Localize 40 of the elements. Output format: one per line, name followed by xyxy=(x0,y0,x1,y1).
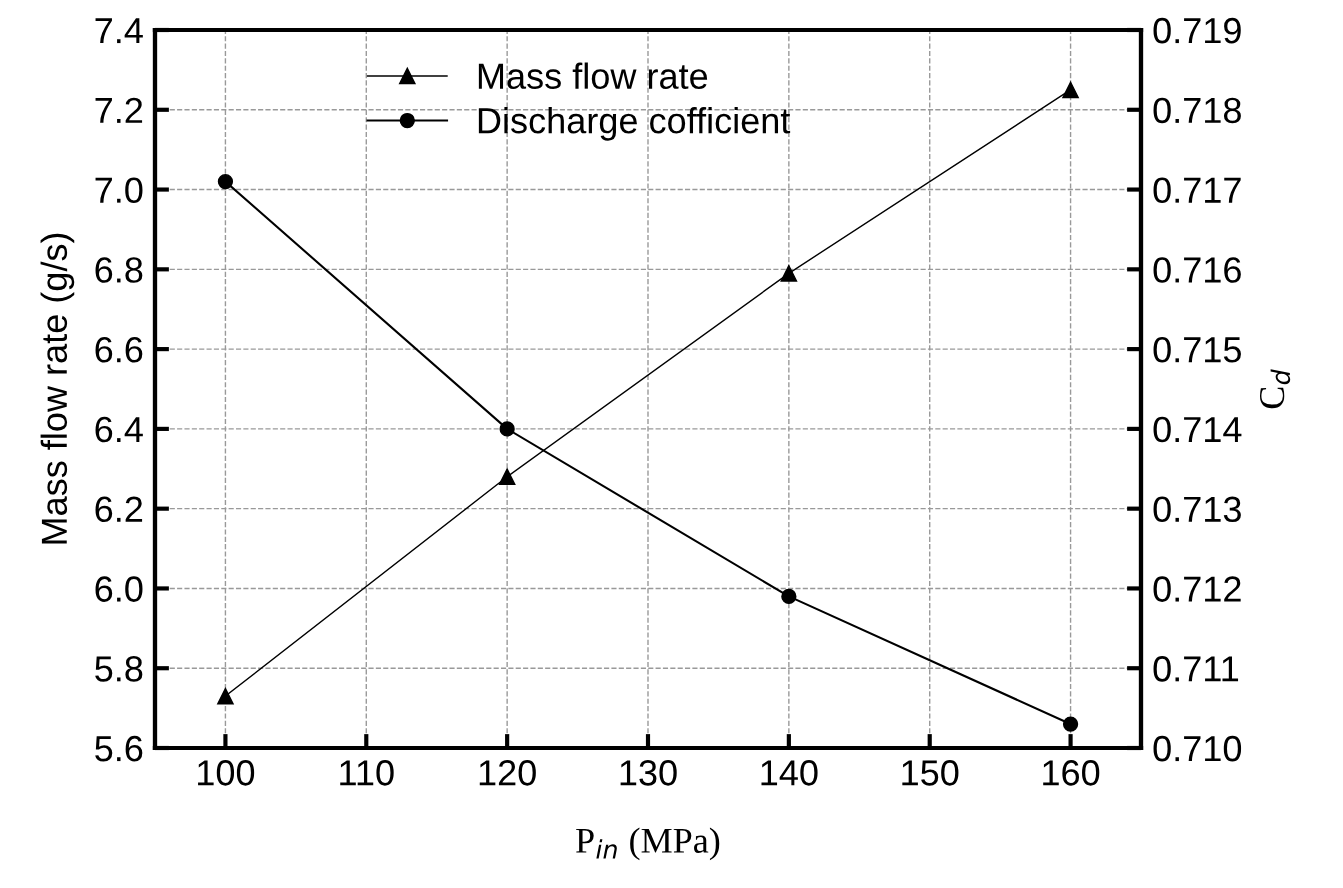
y2-tick-label: 0.714 xyxy=(1153,416,1242,443)
x-axis-title: P$_{in}$ (MPa) xyxy=(576,827,720,861)
x-tick-label: 150 xyxy=(902,760,959,786)
x-tick-label: 140 xyxy=(761,760,818,786)
point xyxy=(780,264,798,282)
y2-tick-label: 0.717 xyxy=(1153,177,1241,203)
y2-tick-label: 0.718 xyxy=(1153,97,1241,124)
y2-tick-label: 0.710 xyxy=(1153,735,1242,762)
y-tick-label: 6.0 xyxy=(95,576,143,602)
y-tick-label: 6.8 xyxy=(95,257,143,283)
x-tick-label: 110 xyxy=(340,760,394,786)
point xyxy=(1062,716,1079,732)
x-tick-label: 120 xyxy=(479,760,536,786)
y2-tick-label: 0.712 xyxy=(1153,576,1241,602)
x-tick-label: 130 xyxy=(620,760,677,786)
y-tick-label: 7.4 xyxy=(95,18,143,44)
y2-axis-title: C$_{d}$ xyxy=(1260,369,1291,409)
y-axis-title: Mass flow rate (g/s) xyxy=(40,233,75,544)
y2-tick-label: 0.715 xyxy=(1153,336,1241,363)
point xyxy=(1062,81,1079,99)
y-tick-label: 5.8 xyxy=(95,656,143,682)
point xyxy=(217,173,234,190)
y2-tick-label: 0.719 xyxy=(1153,17,1241,44)
y-tick-label: 6.4 xyxy=(95,416,143,443)
y2-tick-label: 0.713 xyxy=(1153,496,1241,523)
point xyxy=(217,687,234,705)
point xyxy=(498,468,516,486)
legend-label: Mass flow rate xyxy=(478,62,708,90)
point xyxy=(781,588,797,605)
point xyxy=(499,421,515,437)
y-tick-label: 5.6 xyxy=(95,735,143,762)
y-tick-label: 7.2 xyxy=(95,97,143,123)
x-tick-label: 160 xyxy=(1043,760,1100,786)
y-tick-label: 6.2 xyxy=(95,496,143,523)
legend-label: Discharge cofficient xyxy=(478,107,791,141)
y-tick-label: 6.6 xyxy=(95,336,143,363)
x-tick-label: 100 xyxy=(198,760,255,786)
y-tick-label: 7.0 xyxy=(95,177,143,203)
y2-tick-label: 0.711 xyxy=(1153,656,1239,682)
y2-tick-label: 0.716 xyxy=(1153,257,1241,283)
